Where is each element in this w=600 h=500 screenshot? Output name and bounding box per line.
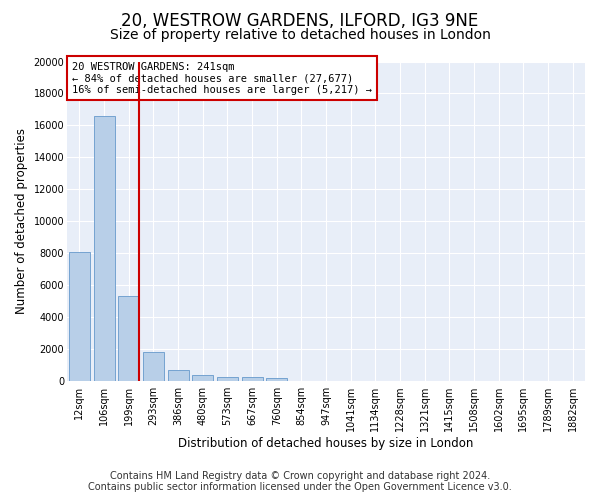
Bar [167,370,188,381]
Bar [266,378,287,381]
Text: Contains HM Land Registry data © Crown copyright and database right 2024.
Contai: Contains HM Land Registry data © Crown c… [88,471,512,492]
Bar [217,377,238,381]
Bar [94,116,115,381]
Text: 20 WESTROW GARDENS: 241sqm
← 84% of detached houses are smaller (27,677)
16% of : 20 WESTROW GARDENS: 241sqm ← 84% of deta… [72,62,372,94]
Bar [242,378,263,381]
Bar [192,376,213,381]
X-axis label: Distribution of detached houses by size in London: Distribution of detached houses by size … [178,437,474,450]
Y-axis label: Number of detached properties: Number of detached properties [15,128,28,314]
Text: 20, WESTROW GARDENS, ILFORD, IG3 9NE: 20, WESTROW GARDENS, ILFORD, IG3 9NE [121,12,479,30]
Bar [143,352,164,381]
Bar [118,296,139,381]
Bar [69,252,90,381]
Text: Size of property relative to detached houses in London: Size of property relative to detached ho… [110,28,490,42]
